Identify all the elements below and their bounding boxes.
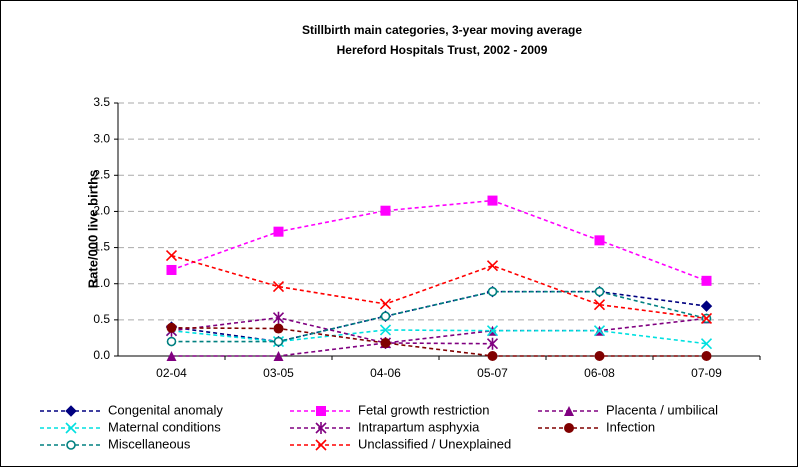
- legend-label: Placenta / umbilical: [606, 402, 718, 417]
- marker: [700, 300, 713, 312]
- x-tick-label: 04-06: [370, 366, 401, 380]
- x-tick-label: 03-05: [263, 366, 294, 380]
- marker: [65, 422, 77, 434]
- legend-item: Placenta / umbilical: [538, 402, 718, 417]
- legend-label: Fetal growth restriction: [358, 402, 490, 417]
- marker: [379, 298, 392, 310]
- marker: [273, 226, 284, 237]
- marker: [273, 336, 284, 347]
- marker: [700, 338, 713, 350]
- y-tick-label: 1.0: [93, 276, 110, 290]
- legend-item: Maternal conditions: [40, 419, 221, 434]
- series-line: [171, 317, 707, 357]
- marker: [593, 299, 606, 311]
- legend-item: Infection: [538, 419, 655, 434]
- marker: [273, 323, 284, 334]
- marker: [272, 311, 285, 324]
- marker: [593, 325, 606, 337]
- legend-label: Congenital anomaly: [108, 402, 223, 417]
- legend-item: Unclassified / Unexplained: [290, 436, 511, 451]
- marker: [165, 249, 178, 262]
- marker: [564, 406, 574, 416]
- series-line: [171, 254, 707, 320]
- marker: [315, 422, 327, 434]
- marker: [316, 406, 326, 416]
- legend-item: Congenital anomaly: [40, 402, 223, 417]
- marker: [380, 337, 391, 348]
- y-tick-label: 2.5: [93, 167, 110, 181]
- marker: [594, 351, 605, 361]
- y-tick-label: 0.5: [93, 312, 110, 326]
- marker: [487, 195, 498, 206]
- marker: [594, 286, 605, 297]
- legend-label: Maternal conditions: [108, 419, 221, 434]
- marker: [594, 235, 605, 246]
- y-tick-label: 2.0: [93, 204, 110, 218]
- chart-title: Stillbirth main categories, 3-year movin…: [302, 23, 582, 37]
- legend-label: Infection: [606, 419, 655, 434]
- marker: [66, 440, 76, 450]
- legend-label: Unclassified / Unexplained: [358, 436, 511, 451]
- marker: [486, 325, 499, 337]
- marker: [315, 439, 327, 451]
- series-line: [171, 199, 707, 282]
- marker: [487, 286, 498, 297]
- marker: [486, 260, 499, 272]
- marker: [166, 264, 177, 275]
- x-tick-label: 05-07: [477, 366, 508, 380]
- legend-item: Fetal growth restriction: [290, 402, 490, 417]
- marker: [166, 336, 177, 347]
- y-tick-label: 1.5: [93, 240, 110, 254]
- legend-item: Miscellaneous: [40, 436, 191, 451]
- y-axis-title: Rate/000 live births: [85, 170, 100, 289]
- marker: [487, 351, 498, 361]
- marker: [701, 275, 712, 286]
- marker: [65, 405, 77, 417]
- x-tick-label: 02-04: [156, 366, 187, 380]
- marker: [166, 351, 177, 361]
- marker: [564, 423, 574, 433]
- series-line: [171, 316, 493, 345]
- legend-label: Miscellaneous: [108, 436, 191, 451]
- marker: [166, 322, 177, 333]
- marker: [380, 311, 391, 322]
- y-tick-label: 3.0: [93, 131, 110, 145]
- marker: [701, 351, 712, 361]
- chart-subtitle: Hereford Hospitals Trust, 2002 - 2009: [337, 43, 548, 57]
- y-tick-label: 0.0: [93, 348, 110, 362]
- series-line: [171, 329, 707, 345]
- x-tick-label: 06-08: [584, 366, 615, 380]
- marker: [379, 324, 392, 336]
- y-tick-label: 3.5: [93, 95, 110, 109]
- marker: [272, 281, 285, 293]
- marker: [380, 205, 391, 216]
- x-tick-label: 07-09: [691, 366, 722, 380]
- legend-label: Intrapartum asphyxia: [358, 419, 480, 434]
- marker: [700, 312, 713, 324]
- series-line: [171, 327, 707, 357]
- legend-item: Intrapartum asphyxia: [290, 419, 480, 434]
- marker: [273, 351, 284, 361]
- marker: [486, 337, 499, 350]
